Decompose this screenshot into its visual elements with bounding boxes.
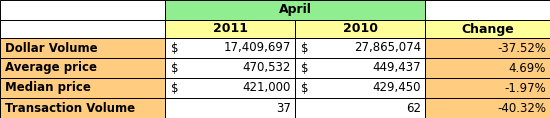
Bar xyxy=(425,58,550,78)
Bar xyxy=(165,78,295,98)
Text: $: $ xyxy=(301,61,309,74)
Text: 17,409,697: 17,409,697 xyxy=(224,42,291,55)
Text: 2011: 2011 xyxy=(212,23,248,36)
Bar xyxy=(295,20,425,38)
Bar xyxy=(0,78,165,98)
Text: Dollar Volume: Dollar Volume xyxy=(5,42,98,55)
Text: 37: 37 xyxy=(276,101,291,114)
Bar xyxy=(295,78,425,98)
Bar xyxy=(0,58,165,78)
Text: $: $ xyxy=(171,61,179,74)
Bar xyxy=(165,98,295,118)
Text: Average price: Average price xyxy=(5,61,97,74)
Text: -40.32%: -40.32% xyxy=(497,101,546,114)
Text: -1.97%: -1.97% xyxy=(504,82,546,95)
Text: April: April xyxy=(278,4,311,17)
Text: $: $ xyxy=(301,42,309,55)
Bar xyxy=(165,38,295,58)
Text: 421,000: 421,000 xyxy=(243,82,291,95)
Bar xyxy=(295,98,425,118)
Bar xyxy=(425,78,550,98)
Bar xyxy=(0,20,165,38)
Bar xyxy=(165,58,295,78)
Bar xyxy=(0,98,165,118)
Text: 429,450: 429,450 xyxy=(372,82,421,95)
Text: 2010: 2010 xyxy=(343,23,377,36)
Text: $: $ xyxy=(171,82,179,95)
Bar xyxy=(165,0,425,20)
Text: $: $ xyxy=(301,82,309,95)
Text: $: $ xyxy=(171,42,179,55)
Text: 4.69%: 4.69% xyxy=(509,61,546,74)
Bar xyxy=(295,58,425,78)
Bar xyxy=(165,20,295,38)
Text: Change: Change xyxy=(461,23,514,36)
Bar xyxy=(295,38,425,58)
Bar xyxy=(425,98,550,118)
Text: -37.52%: -37.52% xyxy=(497,42,546,55)
Bar xyxy=(425,20,550,38)
Text: 62: 62 xyxy=(406,101,421,114)
Bar xyxy=(425,38,550,58)
Text: 470,532: 470,532 xyxy=(243,61,291,74)
Bar xyxy=(0,38,165,58)
Text: Median price: Median price xyxy=(5,82,91,95)
Text: Transaction Volume: Transaction Volume xyxy=(5,101,135,114)
Text: 449,437: 449,437 xyxy=(372,61,421,74)
Bar xyxy=(0,0,165,20)
Text: 27,865,074: 27,865,074 xyxy=(354,42,421,55)
Bar xyxy=(425,0,550,20)
